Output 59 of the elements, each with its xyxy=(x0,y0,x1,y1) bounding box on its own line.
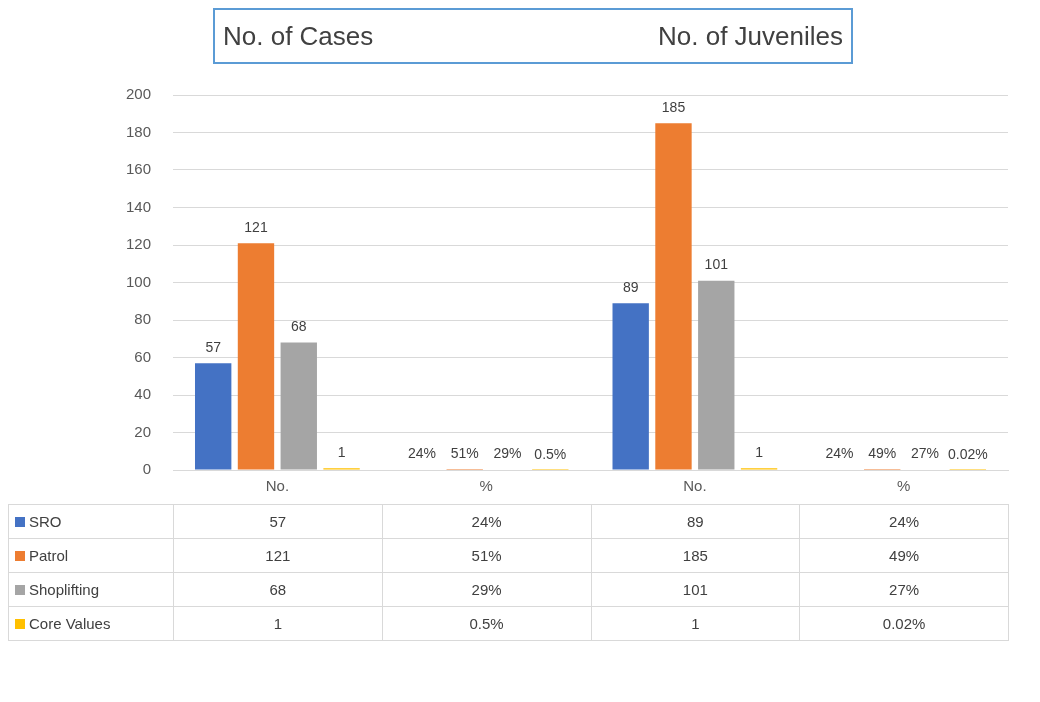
y-tick-label: 200 xyxy=(125,85,151,103)
bar xyxy=(195,363,232,470)
y-tick-label: 140 xyxy=(125,197,151,215)
data-label: 1 xyxy=(173,606,383,641)
text: 185 xyxy=(661,98,686,115)
y-tick-label: 80 xyxy=(134,310,151,328)
y-tick-label: 160 xyxy=(125,160,151,178)
text: 24% xyxy=(407,445,436,462)
y-tick-label: 40 xyxy=(134,385,151,403)
text: 29% xyxy=(493,445,522,462)
legend-label: Core Values xyxy=(8,606,174,641)
text: No. of Cases xyxy=(223,20,374,52)
text: 0.02% xyxy=(947,445,988,462)
text: 27% xyxy=(911,445,940,462)
data-label: 68 xyxy=(173,572,383,607)
data-label: 101 xyxy=(591,572,800,607)
bar xyxy=(280,342,317,470)
x-tick-label: No. xyxy=(265,477,290,495)
data-label: 29% xyxy=(382,572,591,607)
text: 101 xyxy=(704,256,728,273)
legend-label: SRO xyxy=(8,504,174,539)
text: 68 xyxy=(290,318,307,335)
legend-label: Patrol xyxy=(8,538,174,573)
legend-label: Shoplifting xyxy=(8,572,174,607)
bar xyxy=(698,280,735,470)
data-label: 0.5% xyxy=(382,606,591,641)
x-tick-label: % xyxy=(896,477,911,495)
y-tick-label: 20 xyxy=(134,422,151,440)
text: 24% xyxy=(825,445,854,462)
x-tick-label: % xyxy=(479,477,493,495)
data-label: 24% xyxy=(799,504,1009,539)
y-tick-label: 60 xyxy=(134,347,151,365)
y-tick-label: 100 xyxy=(125,272,151,290)
text: 49% xyxy=(868,444,897,461)
data-label: 121 xyxy=(173,538,383,573)
x-tick-label: No. xyxy=(683,477,707,495)
data-label: 0.02% xyxy=(799,606,1009,641)
y-tick-label: 180 xyxy=(125,122,151,140)
data-label: 1 xyxy=(591,606,800,641)
bar xyxy=(655,123,692,470)
text: 1 xyxy=(755,443,763,460)
bar xyxy=(237,243,275,470)
y-tick-label: 120 xyxy=(125,235,151,253)
text: 89 xyxy=(622,278,639,295)
text: 57 xyxy=(205,338,221,355)
text: 121 xyxy=(244,218,268,235)
data-label: 89 xyxy=(591,504,800,539)
text: 0.5% xyxy=(534,445,567,462)
text: 1 xyxy=(337,443,346,460)
data-label: 51% xyxy=(382,538,591,573)
data-label: 27% xyxy=(799,572,1009,607)
text: 51% xyxy=(450,444,479,461)
data-label: 185 xyxy=(591,538,800,573)
data-label: 24% xyxy=(382,504,591,539)
data-label: 49% xyxy=(799,538,1009,573)
data-label: 57 xyxy=(173,504,383,539)
bar xyxy=(612,303,649,470)
y-tick-label: 0 xyxy=(142,460,151,478)
text: No. of Juveniles xyxy=(658,20,843,52)
